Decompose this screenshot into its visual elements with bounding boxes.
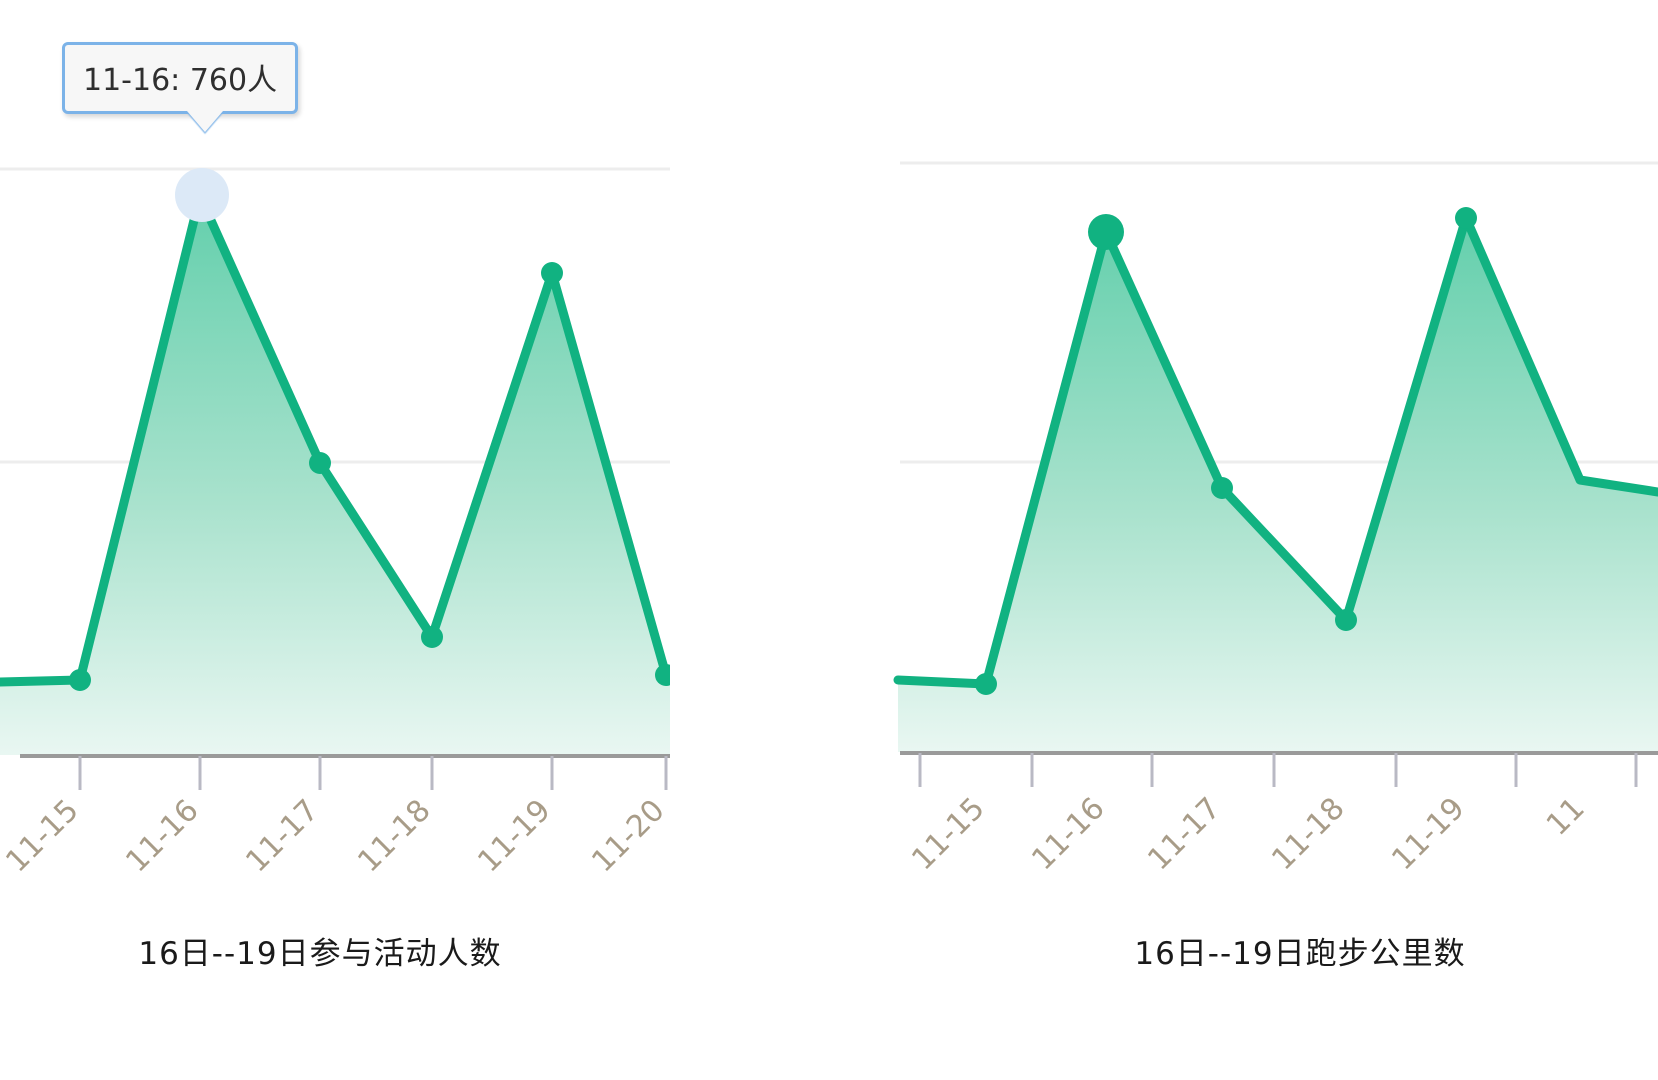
x-tick-label: 11-18 [351, 793, 437, 879]
x-tick-label: 11-16 [119, 793, 205, 879]
data-point [655, 664, 670, 686]
data-point [541, 262, 563, 284]
tooltip-text: 11-16: 760人 [83, 63, 278, 98]
chart-plot-kilometers[interactable]: 11-15 11-16 11-17 11-18 11-19 11 [880, 0, 1658, 900]
x-tick-label: 11-16 [1025, 791, 1111, 877]
x-tick-labels-kilometers: 11-15 11-16 11-17 11-18 11-19 11 [905, 791, 1591, 877]
data-point-markers-kilometers [975, 207, 1477, 695]
chart-panel-participants: 11-15 11-16 11-17 11-18 11-19 11-20 11-1… [0, 0, 700, 1080]
tooltip-stem-icon [187, 111, 223, 132]
data-point-highlighted [1088, 214, 1124, 250]
data-point [1211, 477, 1233, 499]
highlight-halo-participants [175, 168, 229, 222]
chart-svg-kilometers: 11-15 11-16 11-17 11-18 11-19 11 [893, 161, 1658, 877]
area-fill-participants [0, 196, 670, 755]
x-tick-label: 11-17 [1141, 791, 1227, 877]
x-axis-kilometers [900, 751, 1658, 787]
chart-caption-kilometers: 16日--19日跑步公里数 [1134, 936, 1466, 972]
data-point [69, 669, 91, 691]
x-tick-labels-participants: 11-15 11-16 11-17 11-18 11-19 11-20 [0, 793, 670, 879]
chart-svg-participants: 11-15 11-16 11-17 11-18 11-19 11-20 [0, 167, 670, 879]
x-tick-label: 11 [1540, 791, 1592, 843]
x-tick-label: 11-18 [1265, 791, 1351, 877]
data-point [975, 673, 997, 695]
chart-panel-kilometers: 11-15 11-16 11-17 11-18 11-19 11 11-16: … [880, 0, 1658, 1080]
x-tick-label: 11-19 [471, 793, 557, 879]
data-point [1335, 609, 1357, 631]
tooltip-participants: 11-16: 760人 [62, 42, 299, 132]
data-point [421, 626, 443, 648]
area-fill-kilometers [898, 218, 1658, 752]
x-tick-label: 11-15 [0, 793, 86, 879]
data-point [309, 452, 331, 474]
series-line-kilometers [893, 213, 1658, 689]
x-tick-label: 11-20 [585, 793, 670, 879]
x-tick-label: 11-15 [905, 791, 991, 877]
x-axis-participants [20, 754, 670, 790]
chart-caption-participants: 16日--19日参与活动人数 [138, 936, 502, 972]
x-tick-label: 11-19 [1385, 791, 1471, 877]
data-point [1455, 207, 1477, 229]
x-tick-label: 11-17 [239, 793, 325, 879]
chart-plot-participants[interactable]: 11-15 11-16 11-17 11-18 11-19 11-20 [0, 0, 670, 900]
